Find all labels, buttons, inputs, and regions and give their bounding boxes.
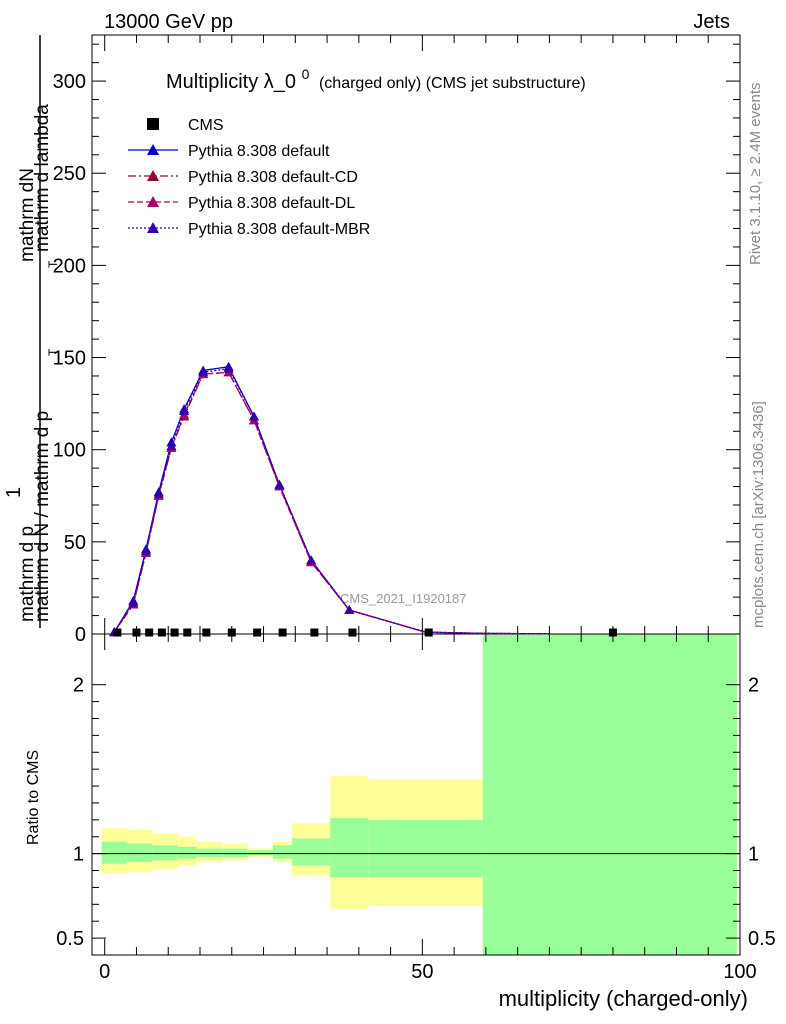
y-tick-label: 50 <box>64 532 86 554</box>
series-marker-3 <box>153 488 164 498</box>
ratio-tick-label: 1 <box>73 844 84 866</box>
legend-marker <box>147 144 159 155</box>
cms-points <box>113 628 617 637</box>
cms-point <box>202 628 211 637</box>
ylabel-dp: mathrm d p <box>17 526 38 622</box>
ylabel-numerator: mathrm dN <box>17 168 38 262</box>
cms-point <box>278 628 287 637</box>
x-tick-label: 100 <box>723 961 756 983</box>
ratio-band-green <box>482 634 737 955</box>
cms-point <box>608 628 617 637</box>
series-line-3 <box>113 367 550 635</box>
ratio-band-green <box>177 846 197 859</box>
series-line-0 <box>113 366 550 635</box>
cms-point <box>145 628 154 637</box>
series-marker-3 <box>223 363 234 373</box>
y-tick-label: 250 <box>53 163 86 185</box>
chart-title: Multiplicity λ_0 0 (charged only) (CMS j… <box>166 62 586 93</box>
ratio-band-green <box>152 845 178 861</box>
ratio-band-green <box>273 845 293 859</box>
energy-label: 13000 GeV pp <box>104 11 233 33</box>
x-tick-label: 50 <box>411 961 433 983</box>
y-tick-label: 150 <box>53 348 86 370</box>
cms-point <box>253 628 262 637</box>
cms-point <box>348 628 357 637</box>
y-tick-label: 200 <box>53 255 86 277</box>
ratio-band-green <box>292 838 331 866</box>
mcplots-label: mcplots.cern.ch [arXiv:1306.3436] <box>750 401 767 628</box>
xlabel: multiplicity (charged-only) <box>499 986 748 1011</box>
main-axis-ticks: 0 50 100 150 200 250 300 <box>53 43 740 646</box>
ylabel-sub: T <box>46 260 60 268</box>
x-tick-label: 0 <box>99 961 110 983</box>
ratio-axis-ticks: 0.5 0.5 1 1 2 2 <box>56 675 776 950</box>
ylabel-dlambda: mathrm d lambda <box>32 104 53 252</box>
cms-point <box>227 628 236 637</box>
title-sup: 0 <box>302 66 310 82</box>
ratio-band-green <box>330 818 369 878</box>
ylabel-denominator: mathrm d N / mathrm d p <box>32 411 53 622</box>
legend-marker <box>147 196 159 207</box>
series-marker-3 <box>344 605 355 615</box>
series-marker-3 <box>198 367 209 377</box>
ratio-band-green <box>126 843 153 863</box>
main-ylabel: 1 mathrm dN mathrm d N / mathrm d p T ma… <box>3 35 60 628</box>
title-main: Multiplicity λ_0 <box>166 71 296 93</box>
rivet-label: Rivet 3.1.10, ≥ 2.4M events <box>747 83 764 266</box>
ratio-band-green <box>247 850 274 856</box>
cms-point <box>310 628 319 637</box>
y-tick-label: 0 <box>75 624 86 646</box>
ratio-tick-label: 2 <box>73 675 84 697</box>
legend-marker <box>147 222 159 233</box>
cms-point <box>113 628 122 637</box>
cms-point <box>183 628 192 637</box>
watermark-label: CMS_2021_I1920187 <box>340 591 467 606</box>
series-marker-3 <box>128 597 139 607</box>
series-marker-3 <box>141 546 151 556</box>
series-marker-3 <box>306 555 317 565</box>
ratio-tick-label-right: 2 <box>748 675 759 697</box>
cms-point <box>424 628 433 637</box>
series-marker-3 <box>166 441 177 451</box>
x-axis-ticks: 0 50 100 <box>99 35 757 983</box>
ratio-tick-label-right: 1 <box>748 844 759 866</box>
jets-label: Jets <box>693 11 730 33</box>
ratio-band-green <box>101 841 127 864</box>
ratio-frame <box>91 633 741 956</box>
legend: CMS Pythia 8.308 default Pythia 8.308 defa… <box>128 117 370 238</box>
cms-point <box>132 628 141 637</box>
ratio-bands <box>101 634 737 955</box>
ratio-band-green <box>222 848 248 858</box>
ratio-band-green <box>196 848 223 858</box>
series-marker-3 <box>179 405 190 415</box>
legend-label: Pythia 8.308 default-DL <box>188 195 355 212</box>
ylabel-denom-sub: T <box>46 348 60 356</box>
legend-marker-cms <box>147 118 159 130</box>
y-tick-label: 300 <box>53 71 86 93</box>
legend-label: Pythia 8.308 default-MBR <box>188 221 370 238</box>
series-lines <box>109 361 550 637</box>
series-line-2 <box>113 371 550 635</box>
cms-point <box>157 628 166 637</box>
ratio-ylabel: Ratio to CMS <box>25 750 42 845</box>
legend-label: Pythia 8.308 default <box>188 143 330 160</box>
legend-marker <box>147 170 159 181</box>
ratio-band-green <box>368 819 483 878</box>
ratio-tick-label-right: 0.5 <box>748 928 776 950</box>
ratio-tick-label: 0.5 <box>56 928 84 950</box>
y-tick-label: 100 <box>53 440 86 462</box>
cms-point <box>170 628 179 637</box>
title-rest: (charged only) (CMS jet substructure) <box>319 75 586 92</box>
series-marker-3 <box>249 411 259 421</box>
series-line-1 <box>113 371 550 635</box>
legend-label: CMS <box>188 117 224 134</box>
legend-label: Pythia 8.308 default-CD <box>188 169 358 186</box>
ylabel-prefix: 1 <box>3 487 25 498</box>
series-marker-3 <box>274 479 285 489</box>
